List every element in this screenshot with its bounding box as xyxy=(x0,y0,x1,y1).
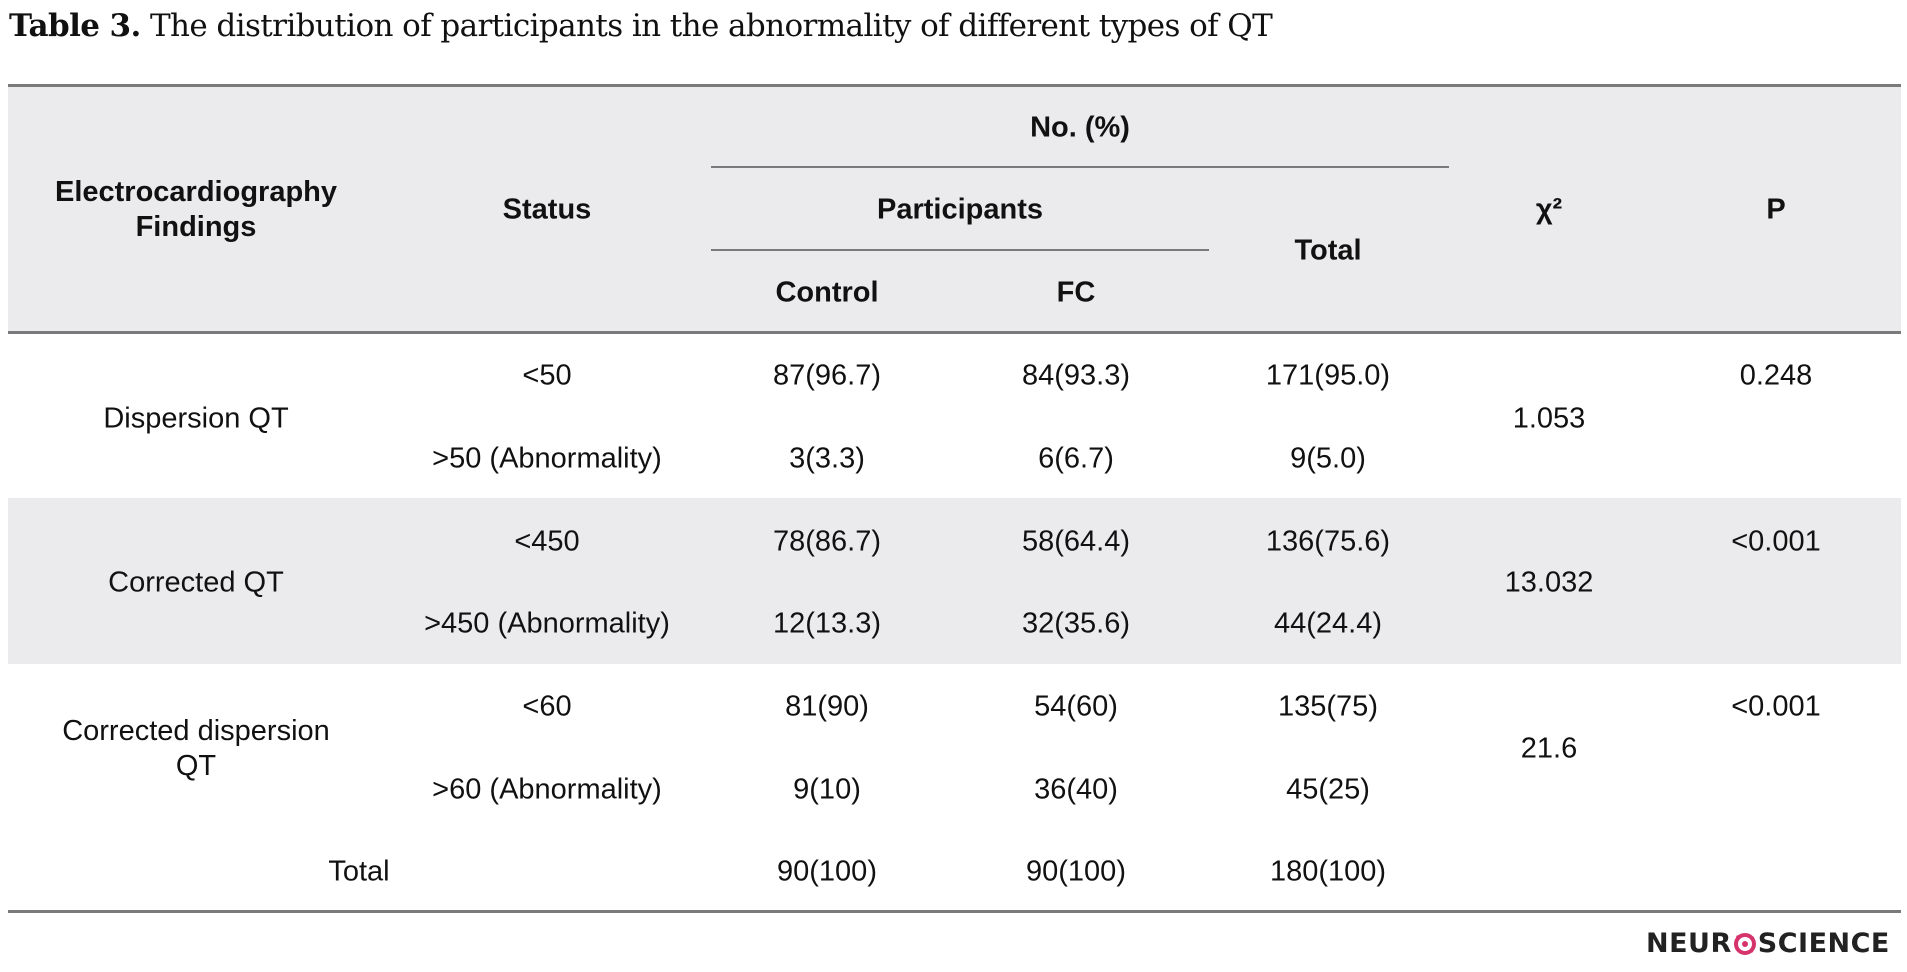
header-p: P xyxy=(1766,193,1786,226)
table-caption-label: Table 3. xyxy=(9,8,141,44)
control-cell: 87(96.7) xyxy=(772,359,882,392)
p-cell: 0.248 xyxy=(1739,359,1813,392)
total-cell: 9(5.0) xyxy=(1290,442,1366,475)
chi2-cell: 21.6 xyxy=(1520,732,1578,765)
fc-cell: 58(64.4) xyxy=(1021,525,1131,558)
status-cell: >60 (Abnormality) xyxy=(432,773,662,806)
total-row-total: 180(100) xyxy=(1269,855,1387,888)
chi2-cell: 13.032 xyxy=(1504,566,1594,599)
header-control: Control xyxy=(775,276,879,309)
control-cell: 3(3.3) xyxy=(789,442,865,475)
header-bottom-rule xyxy=(8,331,1901,334)
header-no-pct: No. (%) xyxy=(1030,111,1130,144)
control-cell: 12(13.3) xyxy=(772,607,882,640)
header-fc: FC xyxy=(1056,276,1096,309)
fc-cell: 54(60) xyxy=(1034,690,1118,723)
p-cell: <0.001 xyxy=(1731,525,1821,558)
header-chi2: χ² xyxy=(1535,193,1563,226)
status-cell: <60 xyxy=(522,690,572,723)
total-row-label: Total xyxy=(328,855,390,888)
logo-text-right: SCIENCE xyxy=(1757,928,1890,959)
finding-label: Corrected QT xyxy=(108,566,284,599)
brain-o-icon xyxy=(1733,932,1756,955)
table-caption-text: The distribution of participants in the … xyxy=(140,8,1273,44)
participants-underline xyxy=(711,249,1209,251)
header-participants: Participants xyxy=(877,193,1043,226)
table-caption: Table 3. The distribution of participant… xyxy=(9,8,1273,44)
no-pct-underline xyxy=(711,166,1449,168)
status-cell: >50 (Abnormality) xyxy=(432,442,662,475)
header-total: Total xyxy=(1294,234,1362,267)
total-row-control: 90(100) xyxy=(777,855,877,888)
fc-cell: 36(40) xyxy=(1034,773,1118,806)
table-top-rule xyxy=(8,84,1901,87)
header-band xyxy=(8,87,1901,332)
status-cell: >450 (Abnormality) xyxy=(424,607,670,640)
control-cell: 78(86.7) xyxy=(772,525,882,558)
fc-cell: 84(93.3) xyxy=(1021,359,1131,392)
finding-label: Dispersion QT xyxy=(103,402,289,435)
header-status: Status xyxy=(502,193,592,226)
total-cell: 135(75) xyxy=(1278,690,1378,723)
logo-text-left: NEUR xyxy=(1646,928,1732,959)
control-cell: 9(10) xyxy=(793,773,861,806)
p-cell: <0.001 xyxy=(1731,690,1821,723)
control-cell: 81(90) xyxy=(785,690,869,723)
finding-label: Corrected dispersion QT xyxy=(62,715,330,782)
fc-cell: 32(35.6) xyxy=(1021,607,1131,640)
corrected-qt-band xyxy=(8,498,1901,664)
neuroscience-logo: NEUR SCIENCE xyxy=(1646,928,1890,959)
header-findings: Electrocardiography Findings xyxy=(54,176,338,243)
total-cell: 136(75.6) xyxy=(1265,525,1391,558)
status-cell: <450 xyxy=(514,525,580,558)
chi2-cell: 1.053 xyxy=(1512,402,1586,435)
total-cell: 45(25) xyxy=(1286,773,1370,806)
total-row-fc: 90(100) xyxy=(1026,855,1126,888)
status-cell: <50 xyxy=(522,359,572,392)
table-bottom-rule xyxy=(8,910,1901,913)
total-cell: 171(95.0) xyxy=(1265,359,1391,392)
total-cell: 44(24.4) xyxy=(1273,607,1383,640)
fc-cell: 6(6.7) xyxy=(1038,442,1114,475)
